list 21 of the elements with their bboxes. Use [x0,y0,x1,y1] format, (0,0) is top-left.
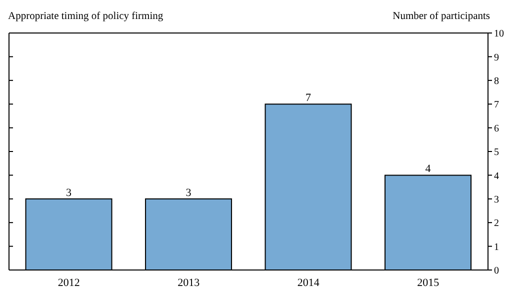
y-tick-label: 0 [494,266,499,277]
data-label: 4 [425,163,432,176]
x-tick-label: 2012 [58,276,80,289]
y-tick-label: 10 [494,28,504,40]
y-axis-title: Number of participants [392,11,490,22]
x-tick-label: 2014 [297,276,320,289]
y-tick-label: 2 [494,218,499,230]
x-tick-label: 2013 [178,276,200,289]
data-label: 3 [66,186,72,199]
y-tick-label: 5 [494,147,499,158]
data-label: 3 [186,186,192,199]
y-tick-label: 4 [494,170,499,182]
y-tick-label: 1 [494,242,499,253]
y-tick-label: 9 [494,52,499,64]
chart-title: Appropriate timing of policy firming [8,11,164,22]
data-label: 7 [306,92,312,104]
y-tick-label: 8 [494,76,499,87]
y-tick-label: 7 [494,100,499,111]
y-tick-label: 3 [494,194,499,206]
y-tick-label: 6 [494,123,499,134]
x-tick-label: 2015 [417,276,440,289]
